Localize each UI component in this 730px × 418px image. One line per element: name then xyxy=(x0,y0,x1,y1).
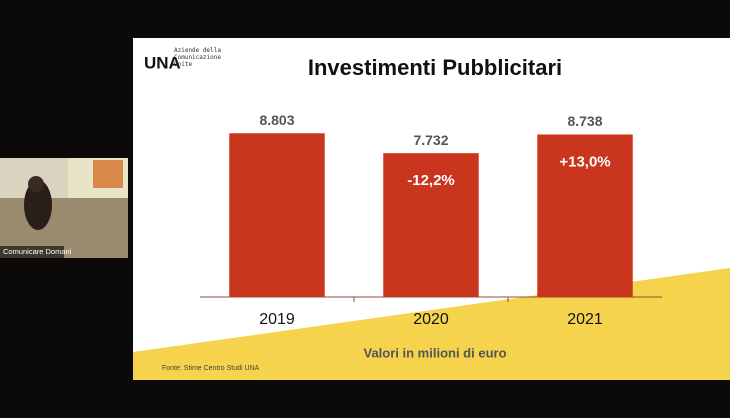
participant-label-bg xyxy=(0,246,64,258)
chart-title: Investimenti Pubblicitari xyxy=(308,55,562,80)
webcam-screen-chart xyxy=(93,160,123,188)
bar xyxy=(383,153,479,297)
source-note: Fonte: Stime Centro Studi UNA xyxy=(162,365,260,372)
logo-caption: Aziende della Comunicazione Unite xyxy=(174,47,221,68)
chart-subtitle: Valori in milioni di euro xyxy=(363,345,506,360)
x-tick-label: 2020 xyxy=(413,311,449,328)
change-annotation: -12,2% xyxy=(407,172,455,189)
x-tick-label: 2021 xyxy=(567,311,603,328)
value-label: 8.738 xyxy=(567,113,602,129)
value-label: 7.732 xyxy=(413,132,448,148)
bar xyxy=(229,133,325,297)
change-annotation: +13,0% xyxy=(559,153,610,170)
webcam-person xyxy=(24,180,52,230)
webcam-person-head xyxy=(28,176,44,192)
bar xyxy=(537,134,633,297)
logo-caption-box: Aziende della Comunicazione Unite xyxy=(174,47,221,68)
value-label: 8.803 xyxy=(259,112,294,128)
logo: UNA xyxy=(144,53,181,72)
x-tick-label: 2019 xyxy=(259,311,295,328)
participant-name: Comunicare Domani xyxy=(3,247,72,256)
